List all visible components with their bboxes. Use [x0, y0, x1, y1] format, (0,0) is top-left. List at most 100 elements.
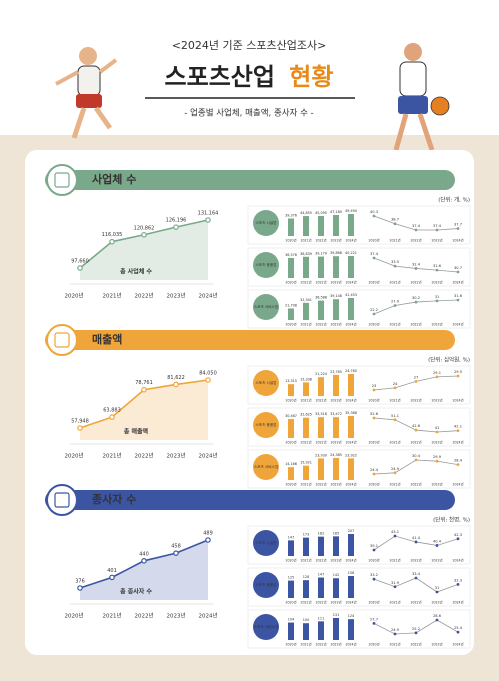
bar	[288, 218, 294, 236]
value-label: 57,948	[71, 419, 89, 425]
bar-year: 2022년	[315, 600, 326, 605]
share-value: 22.2	[370, 308, 378, 312]
bar	[318, 256, 324, 278]
panel-label: 스포츠 용품업	[256, 422, 277, 427]
panel	[247, 567, 471, 607]
bar	[303, 302, 309, 320]
panel-badge	[253, 530, 279, 556]
point	[77, 585, 83, 591]
bar-year: 2024년	[345, 600, 356, 605]
value-label: 120,862	[134, 225, 155, 231]
share-year: 2023년	[431, 238, 442, 243]
card	[25, 150, 474, 655]
section-title: 사업체 수	[92, 172, 136, 186]
share-year: 2024년	[452, 600, 463, 605]
share-year: 2023년	[431, 280, 442, 285]
share-value: 41	[435, 426, 440, 430]
section-title: 매출액	[92, 332, 122, 346]
bar-year: 2021년	[300, 642, 311, 647]
panel-badge	[253, 614, 279, 640]
share-value: 39.1	[370, 544, 378, 548]
share-point	[456, 429, 460, 433]
x-label: 2024년	[198, 612, 217, 620]
share-year: 2020년	[368, 642, 379, 647]
share-year: 2020년	[368, 322, 379, 327]
bar-value: 15,921	[300, 461, 312, 465]
share-value: 24.4	[370, 468, 379, 472]
bar-value: 14,166	[285, 462, 297, 466]
share-year: 2024년	[452, 398, 463, 403]
bar	[288, 467, 294, 480]
share-value: 42.3	[454, 533, 462, 537]
panel	[247, 205, 471, 245]
bar	[288, 540, 294, 556]
share-value: 37.4	[412, 224, 421, 228]
unit-label: (단위: 십억원, %)	[428, 356, 470, 364]
share-year: 2022년	[410, 398, 421, 403]
share-value: 42.6	[412, 424, 421, 428]
panel	[247, 289, 471, 329]
point	[141, 231, 147, 238]
bar-year: 2020년	[285, 440, 296, 445]
bar-year: 2024년	[345, 280, 356, 285]
bar-year: 2024년	[345, 322, 356, 327]
share-year: 2024년	[452, 238, 463, 243]
section-title: 종사자 수	[92, 492, 136, 506]
share-value: 29.5	[454, 370, 462, 374]
share-point	[414, 576, 418, 580]
share-point	[393, 386, 397, 390]
share-point	[414, 300, 418, 304]
bar	[303, 580, 309, 598]
bar	[348, 619, 354, 640]
bar-value: 24,385	[330, 453, 342, 457]
panel-label: 스포츠 용품업	[256, 582, 277, 587]
bar	[348, 256, 354, 278]
bar-year: 2023년	[330, 440, 341, 445]
share-year: 2022년	[410, 482, 421, 487]
share-point	[456, 583, 460, 586]
x-label: 2024년	[198, 292, 217, 300]
bar-value: 24,760	[345, 369, 357, 373]
point	[205, 377, 211, 383]
share-point	[393, 222, 397, 226]
bar	[318, 621, 324, 640]
share-value: 24.9	[391, 628, 400, 632]
bar	[348, 458, 354, 480]
panel	[247, 449, 471, 489]
share-value: 33.5	[391, 260, 399, 264]
x-label: 2024년	[198, 452, 217, 460]
bar-year: 2023년	[330, 238, 341, 243]
value-label: 81,622	[167, 375, 185, 381]
bar-value: 41,453	[345, 293, 357, 297]
panel-label: 스포츠 서비스업	[254, 624, 278, 629]
share-point	[393, 304, 397, 307]
share-year: 2022년	[410, 238, 421, 243]
share-value: 25.4	[454, 626, 463, 630]
bar	[303, 256, 309, 278]
bar	[348, 374, 354, 396]
bar-year: 2021년	[300, 482, 311, 487]
bar-year: 2021년	[300, 600, 311, 605]
bar-value: 39,148	[330, 294, 342, 298]
title-main: 스포츠산업	[165, 63, 275, 91]
section-band	[45, 330, 455, 350]
x-label: 2023년	[166, 612, 185, 620]
bar-value: 38,839	[300, 252, 312, 256]
share-year: 2020년	[368, 558, 379, 563]
panel-badge	[253, 294, 279, 320]
bar	[333, 299, 339, 320]
bar	[303, 623, 309, 640]
bar-year: 2022년	[315, 558, 326, 563]
share-point	[435, 228, 439, 232]
share-value: 23	[372, 384, 377, 388]
value-label: 126,196	[166, 218, 187, 224]
panel-label: 스포츠 시설업	[256, 380, 277, 385]
panel-label: 스포츠 서비스업	[254, 464, 278, 469]
bar-value: 128	[303, 575, 309, 579]
share-year: 2024년	[452, 322, 463, 327]
share-year: 2020년	[368, 238, 379, 243]
section-icon	[46, 484, 78, 516]
share-value: 31	[435, 295, 440, 299]
share-value: 31.6	[433, 264, 442, 268]
